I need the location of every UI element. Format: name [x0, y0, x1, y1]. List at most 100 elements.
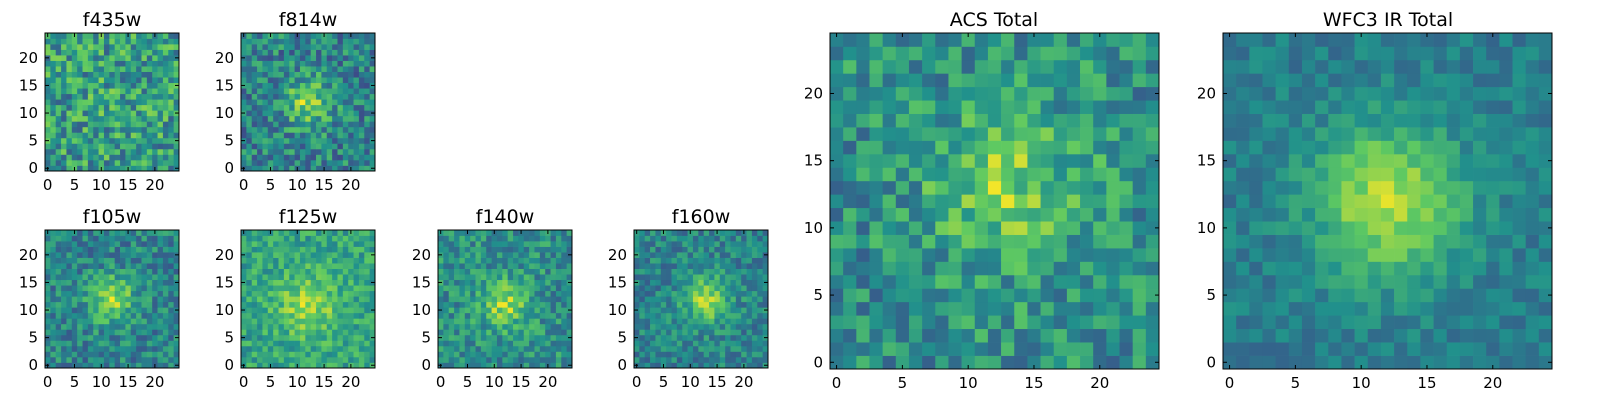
heatmap-cell: [273, 356, 279, 363]
heatmap-cell: [246, 241, 253, 247]
heatmap-cell: [61, 33, 67, 39]
heatmap-cell: [130, 301, 137, 308]
heatmap-cell: [948, 180, 962, 195]
heatmap-cell: [358, 55, 365, 61]
heatmap-cell: [529, 351, 535, 358]
heatmap-cell: [974, 153, 989, 168]
heatmap-cell: [109, 38, 116, 45]
heatmap-cell: [146, 356, 153, 363]
heatmap-cell: [751, 307, 758, 314]
heatmap-cell: [93, 104, 99, 111]
heatmap-cell: [751, 351, 758, 358]
heatmap-cell: [1512, 207, 1527, 222]
heatmap-cell: [316, 148, 322, 155]
heatmap-cell: [310, 126, 317, 133]
heatmap-cell: [310, 38, 317, 45]
heatmap-cell: [671, 340, 678, 347]
heatmap-cell: [502, 263, 509, 269]
heatmap-cell: [130, 82, 137, 89]
heatmap-cell: [257, 154, 263, 161]
heatmap-cell: [1236, 342, 1250, 356]
heatmap-cell: [136, 154, 142, 161]
heatmap-cell: [703, 241, 710, 247]
heatmap-cell: [332, 154, 338, 161]
heatmap-cell: [55, 345, 62, 352]
heatmap-cell: [120, 345, 126, 352]
heatmap-cell: [666, 241, 672, 247]
heatmap-cell: [682, 312, 688, 319]
heatmap-cell: [332, 132, 338, 139]
heatmap-cell: [120, 285, 126, 292]
heatmap-cell: [61, 104, 67, 111]
heatmap-cell: [273, 71, 279, 78]
heatmap-cell: [55, 279, 62, 286]
heatmap-cell: [152, 93, 158, 100]
heatmap-cell: [55, 268, 62, 275]
heatmap-cell: [326, 329, 333, 336]
heatmap-cell: [735, 263, 742, 269]
heatmap-cell: [1538, 288, 1553, 303]
heatmap-cell: [332, 345, 338, 352]
heatmap-cell: [1249, 180, 1263, 195]
heatmap-cell: [1106, 342, 1120, 356]
heatmap-cell: [1249, 328, 1263, 343]
heatmap-cell: [561, 323, 567, 330]
heatmap-cell: [316, 88, 322, 95]
heatmap-cell: [459, 290, 466, 297]
heatmap-cell: [337, 312, 344, 319]
heatmap-cell: [692, 252, 699, 258]
heatmap-cell: [146, 88, 153, 95]
heatmap-cell: [55, 38, 62, 45]
heatmap-cell: [634, 241, 640, 247]
y-tick-label: 20: [215, 246, 234, 264]
heatmap-cell: [66, 110, 73, 117]
heatmap-cell: [130, 143, 137, 150]
heatmap-cell: [305, 334, 312, 341]
heatmap-cell: [305, 246, 312, 253]
heatmap-cell: [152, 143, 158, 150]
heatmap-cell: [125, 104, 132, 111]
heatmap-cell: [671, 230, 678, 236]
heatmap-cell: [1119, 167, 1134, 182]
heatmap-cell: [162, 257, 169, 264]
heatmap-cell: [1080, 180, 1094, 195]
heatmap-cell: [168, 33, 174, 39]
heatmap-cell: [1315, 194, 1329, 209]
heatmap-cell: [358, 82, 365, 89]
heatmap-cell: [310, 323, 317, 330]
heatmap-cell: [1499, 180, 1513, 195]
heatmap-cell: [539, 285, 546, 292]
heatmap-cell: [305, 274, 312, 281]
heatmap-cell: [61, 77, 67, 84]
heatmap-cell: [369, 263, 376, 269]
heatmap-cell: [523, 323, 530, 330]
heatmap-cell: [1014, 46, 1028, 61]
heatmap-cell: [634, 246, 640, 253]
heatmap-cell: [278, 274, 285, 281]
heatmap-cell: [289, 235, 295, 242]
heatmap-cell: [730, 312, 737, 319]
heatmap-cell: [1394, 221, 1408, 235]
heatmap-cell: [168, 241, 174, 247]
heatmap-cell: [246, 351, 253, 358]
heatmap-cell: [246, 323, 253, 330]
heatmap-cell: [93, 241, 99, 247]
heatmap-cell: [974, 342, 989, 356]
heatmap-cell: [682, 318, 688, 325]
heatmap-cell: [735, 318, 742, 325]
heatmap-cell: [77, 235, 83, 242]
heatmap-cell: [283, 329, 290, 336]
heatmap-cell: [666, 257, 672, 264]
heatmap-cell: [725, 312, 731, 319]
heatmap-cell: [93, 38, 99, 45]
heatmap-cell: [358, 126, 365, 133]
heatmap-cell: [82, 88, 89, 95]
heatmap-cell: [496, 323, 503, 330]
heatmap-cell: [438, 241, 444, 247]
heatmap-cell: [443, 285, 450, 292]
heatmap-cell: [1328, 167, 1342, 182]
heatmap-cell: [364, 312, 370, 319]
heatmap-cell: [251, 296, 258, 303]
heatmap-cell: [1106, 59, 1120, 74]
heatmap-cell: [162, 66, 169, 72]
